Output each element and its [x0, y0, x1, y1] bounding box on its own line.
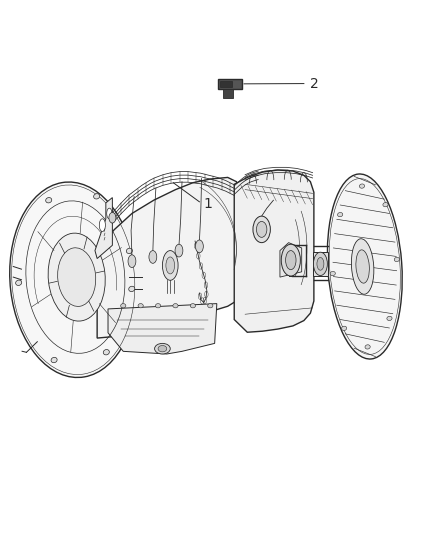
Ellipse shape — [286, 251, 296, 270]
Polygon shape — [97, 177, 241, 338]
Ellipse shape — [394, 257, 399, 262]
Ellipse shape — [383, 203, 388, 207]
Ellipse shape — [351, 239, 374, 294]
Ellipse shape — [175, 244, 183, 257]
Ellipse shape — [256, 221, 267, 237]
Ellipse shape — [48, 233, 105, 321]
Bar — [218, 79, 242, 89]
Ellipse shape — [330, 271, 336, 276]
Text: 2: 2 — [311, 77, 319, 91]
Polygon shape — [234, 170, 314, 332]
Ellipse shape — [158, 345, 167, 352]
Ellipse shape — [360, 184, 364, 188]
Ellipse shape — [10, 182, 137, 377]
Polygon shape — [313, 252, 328, 276]
Bar — [219, 82, 232, 87]
Ellipse shape — [387, 316, 392, 320]
Ellipse shape — [109, 213, 116, 223]
Ellipse shape — [314, 252, 327, 276]
Ellipse shape — [208, 304, 213, 308]
Ellipse shape — [342, 326, 347, 330]
Ellipse shape — [253, 216, 270, 243]
Text: 1: 1 — [204, 197, 212, 211]
Ellipse shape — [356, 250, 369, 283]
Ellipse shape — [129, 286, 135, 292]
Ellipse shape — [16, 280, 22, 286]
Polygon shape — [280, 243, 302, 277]
Ellipse shape — [173, 304, 178, 308]
Polygon shape — [95, 198, 113, 259]
Ellipse shape — [338, 213, 343, 217]
Ellipse shape — [281, 244, 300, 276]
Ellipse shape — [166, 257, 175, 274]
Ellipse shape — [155, 304, 161, 308]
Ellipse shape — [103, 350, 110, 355]
Ellipse shape — [195, 240, 203, 253]
Ellipse shape — [58, 248, 96, 306]
Ellipse shape — [155, 343, 170, 354]
Ellipse shape — [162, 251, 178, 280]
Ellipse shape — [317, 257, 324, 270]
Ellipse shape — [327, 174, 402, 359]
Ellipse shape — [120, 304, 126, 308]
Ellipse shape — [94, 193, 100, 199]
Ellipse shape — [51, 357, 57, 362]
Ellipse shape — [149, 251, 157, 263]
Ellipse shape — [190, 304, 195, 308]
Ellipse shape — [365, 345, 370, 349]
Bar — [223, 89, 233, 99]
Ellipse shape — [99, 219, 106, 231]
Ellipse shape — [46, 198, 52, 203]
Ellipse shape — [138, 304, 143, 308]
Ellipse shape — [128, 255, 136, 268]
Ellipse shape — [107, 208, 112, 219]
Polygon shape — [108, 304, 217, 354]
Ellipse shape — [126, 248, 132, 254]
